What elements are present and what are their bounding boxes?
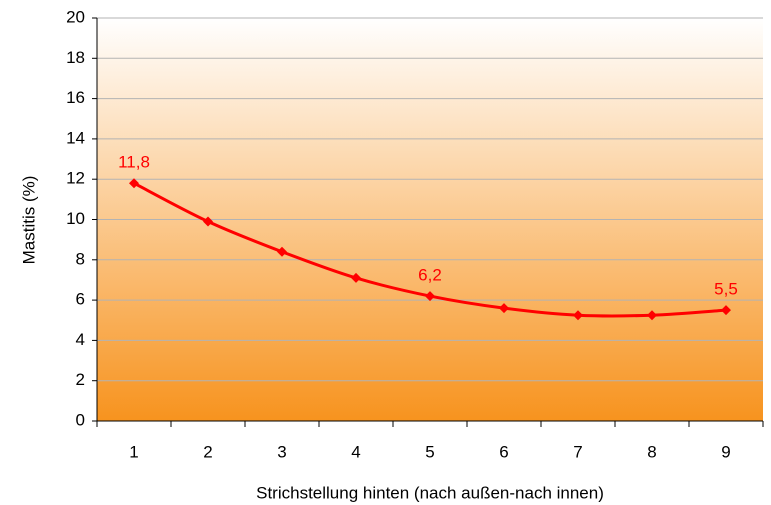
y-tick-label: 8 bbox=[76, 249, 85, 268]
y-tick-label: 0 bbox=[76, 410, 85, 429]
x-axis-label: Strichstellung hinten (nach außen-nach i… bbox=[256, 483, 604, 502]
point bbox=[203, 216, 213, 227]
y-tick-label: 10 bbox=[66, 209, 85, 228]
x-tick-label: 5 bbox=[425, 442, 434, 461]
point bbox=[573, 310, 583, 321]
y-tick-label: 14 bbox=[66, 128, 85, 147]
data-label: 5,5 bbox=[714, 280, 738, 299]
y-tick-label: 20 bbox=[66, 7, 85, 26]
point bbox=[351, 272, 361, 283]
point bbox=[721, 305, 731, 316]
point bbox=[129, 178, 139, 189]
x-tick-label: 3 bbox=[277, 442, 286, 461]
data-label: 11,8 bbox=[118, 153, 150, 172]
y-tick-label: 6 bbox=[76, 290, 85, 309]
x-tick-label: 1 bbox=[129, 442, 138, 461]
x-tick-label: 2 bbox=[203, 442, 212, 461]
y-axis-label: Mastitis (%) bbox=[19, 176, 38, 265]
y-tick-label: 4 bbox=[76, 330, 85, 349]
point bbox=[499, 303, 509, 314]
x-tick-label: 9 bbox=[721, 442, 730, 461]
x-tick-label: 6 bbox=[499, 442, 508, 461]
y-tick-label: 16 bbox=[66, 88, 85, 107]
data-label: 6,2 bbox=[418, 266, 442, 285]
point bbox=[277, 246, 287, 257]
x-tick-label: 4 bbox=[351, 442, 360, 461]
x-tick-label: 8 bbox=[647, 442, 656, 461]
y-tick-label: 12 bbox=[66, 169, 85, 188]
y-tick-label: 18 bbox=[66, 48, 85, 67]
point bbox=[647, 310, 657, 321]
point bbox=[425, 291, 435, 302]
x-tick-label: 7 bbox=[573, 442, 582, 461]
y-tick-label: 2 bbox=[76, 370, 85, 389]
